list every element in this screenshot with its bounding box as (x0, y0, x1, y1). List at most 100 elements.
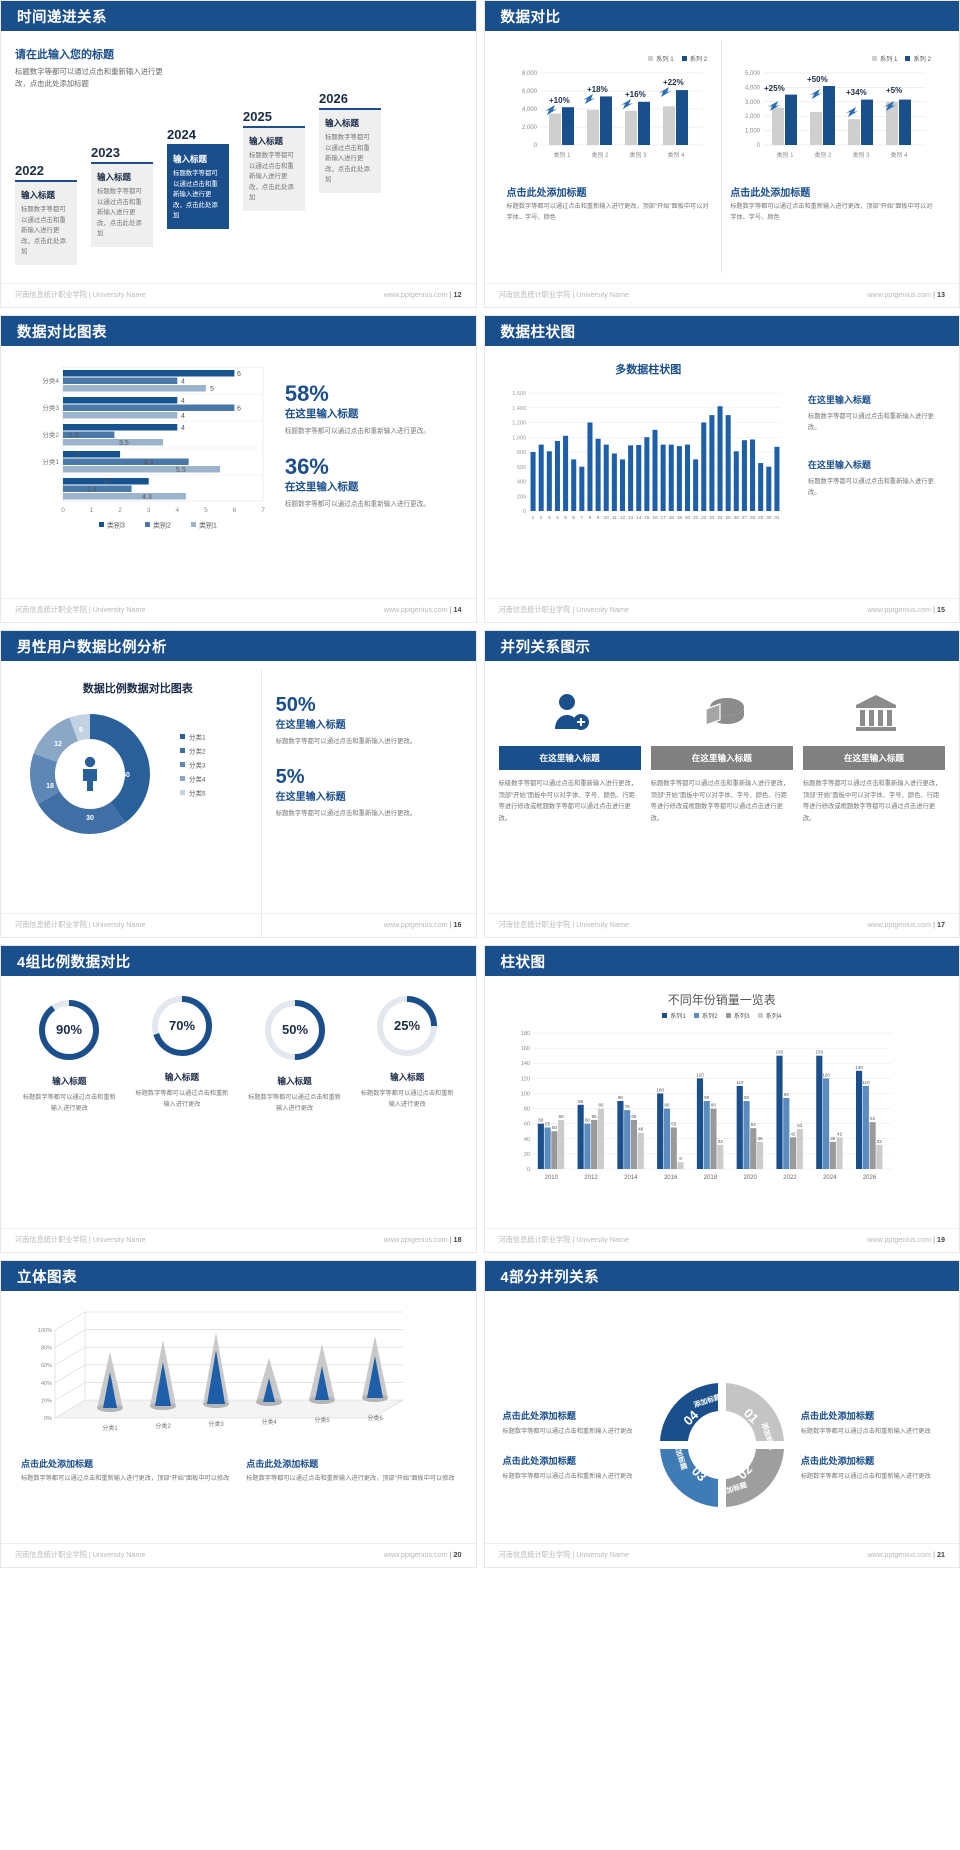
svg-text:17: 17 (660, 515, 666, 520)
ring-column-4[interactable]: 25% 输入标题 标题数字等都可以通过点击和重新输入进行更改 (353, 993, 462, 1114)
feature-caption[interactable]: 在这里输入标题 (802, 746, 946, 770)
footer-institution: 河南信息统计职业学院 | University Name (15, 919, 146, 929)
svg-text:2.4: 2.4 (87, 487, 97, 494)
svg-text:20: 20 (684, 515, 690, 520)
chart-legend: 系列1 系列2 系列3 系列4 (499, 1011, 946, 1020)
slide-thumbnail-14[interactable]: 数据对比图表 (0, 315, 477, 623)
stat-block: 50% 在这里输入标题 标题数字等都可以通过点击和重新输入进行更改。 (276, 694, 458, 748)
step-head: 输入标题 (249, 136, 284, 146)
feature-body: 标题数字等都可以通过点击和重新输入进行更改，顶部“开始”面板中可以对字体、字号、… (650, 780, 790, 822)
svg-text:6: 6 (237, 406, 241, 413)
bar-chart-left: 8,000 6,000 4,000 2,000 0 +10% +18% (521, 71, 703, 159)
timeline-step-2026[interactable]: 2026 输入标题 标题数字等都可以通过点击和重新输入进行更改，点击此处添加 (319, 91, 381, 193)
timeline-step-2023[interactable]: 2023 输入标题 标题数字等都可以通过点击和重新输入进行更改，点击此处添加 (91, 145, 153, 247)
slide-thumbnail-21[interactable]: 4部分并列关系 点击此处添加标题 标题数字等都可以通过点击和重新输入进行更改 点… (483, 1260, 960, 1568)
svg-text:600: 600 (516, 465, 525, 471)
svg-text:0: 0 (526, 1167, 529, 1173)
slide-thumbnail-12[interactable]: 时间递进关系 请在此输入您的标题 标题数字等都可以通过点击和重新输入进行更改，点… (0, 0, 477, 308)
slide-footer: 河南信息统计职业学院 | University Name www.pptgeni… (484, 598, 959, 620)
svg-text:类别 4: 类别 4 (891, 151, 909, 159)
svg-text:15: 15 (644, 515, 650, 520)
ring-heading: 输入标题 (277, 1076, 312, 1086)
block-body: 标题数字等都可以通过点击和重新输入进行更改。 (807, 413, 934, 432)
svg-text:7: 7 (261, 507, 265, 514)
ring-column-2[interactable]: 70% 输入标题 标题数字等都可以通过点击和重新输入进行更改 (128, 993, 237, 1114)
svg-text:90%: 90% (56, 1022, 82, 1037)
text-block: 在这里输入标题 标题数字等都可以通过点击和重新输入进行更改。 (808, 458, 941, 499)
slide-header: 男性用户数据比例分析 (1, 631, 476, 661)
feature-column-1[interactable]: 在这里输入标题 标级数字等都可以通过点击和重新输入进行更改，顶部“开始”面板中可… (498, 684, 641, 825)
slide-thumbnail-20[interactable]: 立体图表 (0, 1260, 477, 1568)
timeline-year: 2023 (91, 145, 120, 160)
slide-title: 数据对比图表 (17, 324, 107, 341)
slide-title: 立体图表 (17, 1269, 77, 1286)
panel-heading: 点击此处添加标题 (506, 188, 587, 199)
feature-caption[interactable]: 在这里输入标题 (498, 746, 641, 770)
svg-text:32: 32 (717, 1139, 723, 1144)
step-head: 输入标题 (97, 172, 132, 182)
chart-legend: 系列 1 系列 2 (507, 54, 707, 63)
feature-caption[interactable]: 在这里输入标题 (650, 746, 793, 770)
person-icon (83, 756, 97, 791)
svg-text:130: 130 (855, 1065, 863, 1070)
slide-header: 数据对比图表 (1, 316, 476, 346)
stats-panel: 58% 在这里输入标题 标题数字等都可以通过点击和重新输入进行更改。 36% 在… (285, 355, 462, 622)
svg-text:0: 0 (757, 143, 761, 149)
ring-column-3[interactable]: 50% 输入标题 标题数字等都可以通过点击和重新输入进行更改 (240, 997, 349, 1114)
svg-text:200: 200 (516, 494, 525, 500)
timeline-step-2022[interactable]: 2022 输入标题 标题数字等都可以通过点击和重新输入进行更改，点击此处添加 (15, 163, 77, 265)
divider (319, 108, 381, 110)
stat-heading: 在这里输入标题 (275, 720, 346, 731)
svg-text:2014: 2014 (624, 1175, 638, 1181)
svg-text:36: 36 (830, 1136, 836, 1141)
svg-text:31: 31 (774, 515, 780, 520)
svg-text:1,000: 1,000 (745, 129, 761, 135)
grouped-bar-chart: 0 20 40 60 80 100 120 140 160 180 2010 2012 2014 201… (520, 1031, 891, 1181)
slide-gallery: 时间递进关系 请在此输入您的标题 标题数字等都可以通过点击和重新输入进行更改，点… (0, 0, 960, 1568)
slide-thumbnail-18[interactable]: 4组比例数据对比 90% 输入标题 标题数字等都可以通过点击和重新输入进行更改 (0, 945, 477, 1253)
slide-thumbnail-15[interactable]: 数据柱状图 多数据柱状图 0 200 400 600 800 1,000 1,200 1,40… (483, 315, 960, 623)
ring-column-1[interactable]: 90% 输入标题 标题数字等都可以通过点击和重新输入进行更改 (15, 997, 124, 1114)
svg-text:分类3: 分类3 (189, 761, 206, 770)
svg-text:100: 100 (520, 1091, 529, 1097)
svg-text:4: 4 (556, 515, 559, 520)
svg-text:50: 50 (551, 1125, 557, 1130)
svg-text:5.5: 5.5 (176, 467, 186, 474)
text-block: 在这里输入标题 标题数字等都可以通过点击和重新输入进行更改。 (808, 393, 941, 434)
ring-heading: 输入标题 (52, 1076, 87, 1086)
svg-text:类别 1: 类别 1 (553, 151, 571, 159)
svg-text:类别1: 类别1 (199, 521, 217, 530)
ring-heading: 输入标题 (389, 1072, 425, 1082)
step-body: 标题数字等都可以通过点击和重新输入进行更改，点击此处添加 (97, 188, 142, 238)
svg-text:27: 27 (741, 515, 747, 520)
svg-text:100: 100 (656, 1087, 664, 1092)
timeline-step-2024[interactable]: 2024 输入标题 标题数字等都可以通过点击和重新输入进行更改，点击此处添加 (167, 127, 229, 229)
timeline-step-2025[interactable]: 2025 输入标题 标题数字等都可以通过点击和重新输入进行更改，点击此处添加 (243, 109, 305, 211)
svg-text:分类1: 分类1 (102, 1424, 118, 1432)
svg-text:6,000: 6,000 (521, 89, 537, 95)
slide-thumbnail-16[interactable]: 男性用户数据比例分析 数据比例数据对比图表 50 30 18 12 5 (0, 630, 477, 938)
slide-header: 4组比例数据对比 (1, 946, 476, 976)
item-heading: 点击此处添加标题 (502, 1410, 577, 1421)
feature-column-3[interactable]: 在这里输入标题 标题数字等都可以通过点击和重新输入进行更改，顶部“开始”面板中可… (802, 684, 946, 825)
slide-thumbnail-19[interactable]: 柱状图 不同年份销量一览表 系列1 系列2 系列3 系列4 0 20 40 60 80 1… (483, 945, 960, 1253)
item-heading: 点击此处添加标题 (800, 1410, 875, 1421)
svg-text:25: 25 (725, 515, 731, 520)
feature-column-2[interactable]: 在这里输入标题 标题数字等都可以通过点击和重新输入进行更改，顶部“开始”面板中可… (650, 684, 793, 825)
svg-text:40: 40 (523, 1137, 529, 1143)
svg-text:分类6: 分类6 (367, 1414, 383, 1422)
svg-text:400: 400 (516, 480, 525, 486)
panel-body: 标题数字等都可以通过点击和重新输入进行更改，顶部“开始”面板中可以对字体、字号、… (506, 203, 709, 221)
footer-page: www.pptgenius.com | 17 (867, 920, 945, 929)
lead-body: 标题数字等都可以通过点击和重新输入进行更改，点击此处添加标题 (15, 67, 163, 88)
svg-text:1,600: 1,600 (512, 391, 526, 397)
slide-thumbnail-13[interactable]: 数据对比 系列 1 系列 2 8,00 (483, 0, 960, 308)
text-item: 点击此处添加标题 标题数字等都可以通过点击和重新输入进行更改 (801, 1453, 941, 1482)
svg-text:110: 110 (862, 1080, 870, 1085)
stats-panel: 50% 在这里输入标题 标题数字等都可以通过点击和重新输入进行更改。 5% 在这… (260, 670, 462, 937)
slide-thumbnail-17[interactable]: 并列关系图示 在这里输入标题 标级数字等都可以通过点击和重新输入进行更改，顶部“… (483, 630, 960, 938)
svg-text:2010: 2010 (544, 1175, 558, 1181)
svg-text:32: 32 (876, 1139, 882, 1144)
timeline: 2022 输入标题 标题数字等都可以通过点击和重新输入进行更改，点击此处添加 2… (9, 91, 470, 273)
chart-title: 多数据柱状图 (615, 364, 682, 376)
